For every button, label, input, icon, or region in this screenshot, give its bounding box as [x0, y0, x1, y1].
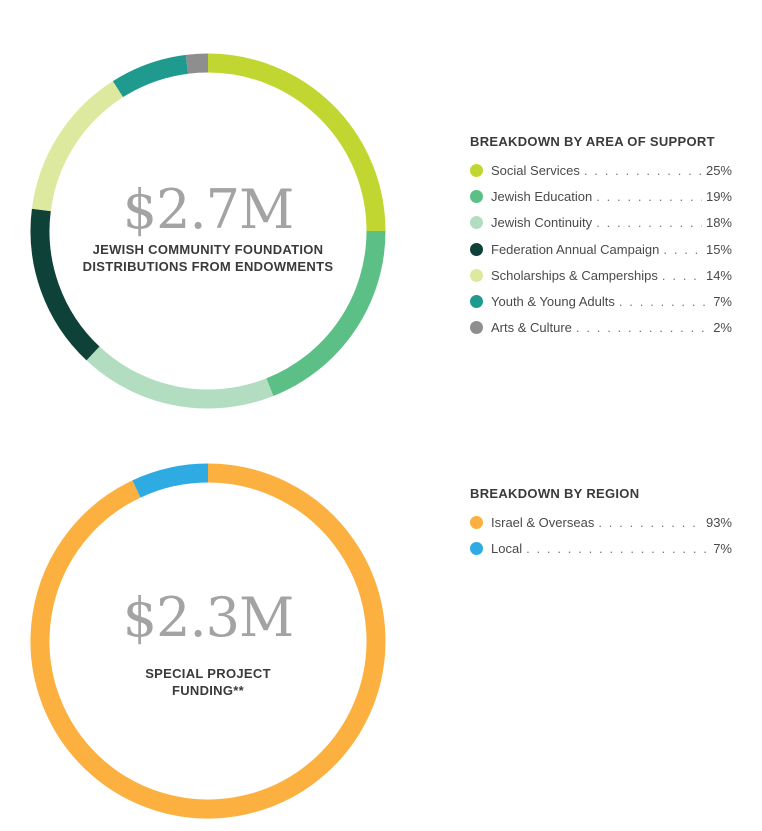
legend-item-social-services: Social Services 25% — [470, 157, 732, 183]
legend-item-arts-and-culture: Arts & Culture 2% — [470, 315, 732, 341]
leader-dots — [596, 189, 702, 204]
legend-list: Social Services25%Jewish Education19%Jew… — [470, 157, 732, 341]
legend-swatch — [470, 268, 483, 282]
legend-label: Jewish Continuity — [491, 215, 593, 231]
leader-dots — [598, 515, 702, 530]
legend-swatch — [470, 242, 483, 256]
legend-swatch — [470, 541, 483, 555]
special-project-amount: $2.3M — [122, 586, 295, 649]
leader-dots — [662, 268, 702, 283]
donut-slice-local — [132, 463, 209, 498]
donut-slice-youth-and-young-adults — [112, 54, 189, 98]
donut-slice-israel-and-overseas — [30, 463, 386, 819]
endowment-donut-chart: $2.7M JEWISH COMMUNITY FOUNDATION DISTRI… — [30, 53, 386, 409]
special-project-donut-chart: $2.3M SPECIAL PROJECT FUNDING** — [30, 463, 386, 819]
legend-item-local: Local 7% — [470, 535, 732, 561]
endowment-amount: $2.7M — [122, 178, 295, 241]
legend-list: Israel & Overseas 93% Local 7% — [470, 509, 732, 562]
legend-title: BREAKDOWN BY REGION — [470, 486, 640, 501]
leader-dots — [584, 163, 702, 178]
legend-value: 15% — [705, 241, 732, 257]
leader-dots — [526, 541, 709, 556]
donut-slice-arts-and-culture — [185, 53, 209, 74]
special-project-caption-line-2: FUNDING** — [171, 683, 245, 698]
leader-dots — [596, 215, 702, 230]
legend-value: 7% — [713, 294, 732, 310]
endowment-caption-line-1: JEWISH COMMUNITY FOUNDATION — [92, 242, 324, 257]
legend-item-scholarships-and-camperships: Scholarships & Camperships 14% — [470, 262, 732, 288]
legend-value: 19% — [705, 188, 732, 204]
legend-swatch — [470, 515, 483, 529]
legend-label: Youth & Young Adults — [491, 294, 615, 310]
legend-value: 18% — [705, 215, 732, 231]
legend-value: 25% — [705, 162, 732, 178]
donut-slice-jewish-education — [266, 230, 386, 397]
endowment-donut-svg — [30, 53, 386, 409]
leader-dots — [576, 320, 709, 335]
leader-dots — [619, 294, 709, 309]
legend-swatch — [470, 216, 483, 230]
legend-item-jewish-education: Jewish Education 19% — [470, 183, 732, 209]
legend-value: 2% — [713, 320, 732, 336]
special-project-caption-line-1: SPECIAL PROJECT — [145, 666, 271, 681]
legend-title: BREAKDOWN BY AREA OF SUPPORT — [470, 134, 715, 149]
legend-label: Scholarships & Camperships — [491, 267, 658, 283]
donut-slice-scholarships-and-camperships — [31, 81, 124, 212]
donut-slice-federation-annual-campaign — [30, 208, 100, 361]
legend-swatch — [470, 295, 483, 309]
legend-label: Arts & Culture — [491, 320, 572, 336]
leader-dots — [663, 242, 702, 257]
legend-value: 93% — [705, 514, 732, 530]
legend-swatch — [470, 189, 483, 203]
legend-item-federation-annual-campaign: Federation Annual Campaign 15% — [470, 236, 732, 262]
special-project-donut-svg — [30, 463, 386, 819]
legend-value: 14% — [705, 267, 732, 283]
legend-swatch — [470, 163, 483, 177]
area-of-support-legend: BREAKDOWN BY AREA OF SUPPORT Social Serv… — [470, 134, 732, 341]
legend-label: Social Services — [491, 162, 580, 178]
legend-item-jewish-continuity: Jewish Continuity 18% — [470, 210, 732, 236]
donut-slice-social-services — [207, 53, 386, 232]
legend-swatch — [470, 321, 483, 335]
legend-value: 7% — [713, 540, 732, 556]
legend-item-youth-and-young-adults: Youth & Young Adults 7% — [470, 288, 732, 314]
endowment-caption-line-2: DISTRIBUTIONS FROM ENDOWMENTS — [82, 259, 334, 274]
legend-label: Israel & Overseas — [491, 514, 595, 530]
legend-label: Federation Annual Campaign — [491, 241, 660, 257]
legend-label: Local — [491, 540, 523, 556]
legend-item-israel-and-overseas: Israel & Overseas 93% — [470, 509, 732, 535]
legend-label: Jewish Education — [491, 188, 593, 204]
region-legend: BREAKDOWN BY REGION Israel & Overseas 93%… — [470, 486, 732, 562]
donut-slice-jewish-continuity — [86, 346, 274, 409]
